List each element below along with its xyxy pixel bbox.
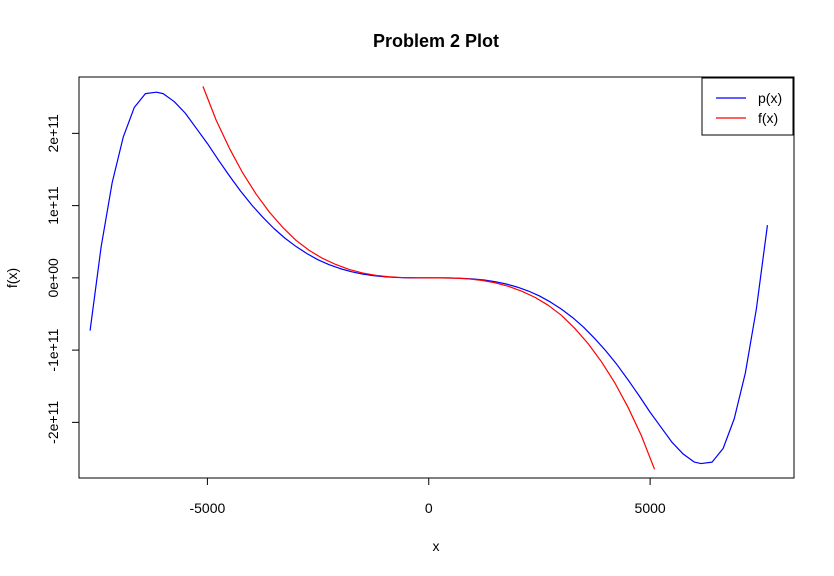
y-tick-label: -2e+11 <box>45 401 61 444</box>
x-tick-label: 5000 <box>635 500 666 516</box>
x-axis: -5000 0 5000 <box>189 478 666 516</box>
x-tick-label: 0 <box>425 500 433 516</box>
series-layer <box>89 86 769 470</box>
x-axis-label: x <box>433 538 440 554</box>
x-tick-label: -5000 <box>189 500 225 516</box>
y-tick-label: 2e+11 <box>45 114 61 152</box>
legend-box <box>701 77 794 136</box>
y-tick-label: 1e+11 <box>45 186 61 224</box>
chart-title: Problem 2 Plot <box>373 31 499 51</box>
y-tick-label: -1e+11 <box>45 328 61 371</box>
y-axis: -2e+11 -1e+11 0e+00 1e+11 2e+11 <box>45 114 79 444</box>
y-axis-label: f(x) <box>4 268 20 288</box>
series-line-f <box>202 86 656 470</box>
y-tick-label: 0e+00 <box>45 258 61 298</box>
legend-label-p: p(x) <box>758 90 782 106</box>
legend-label-f: f(x) <box>758 110 778 126</box>
legend: p(x) f(x) <box>701 77 794 136</box>
